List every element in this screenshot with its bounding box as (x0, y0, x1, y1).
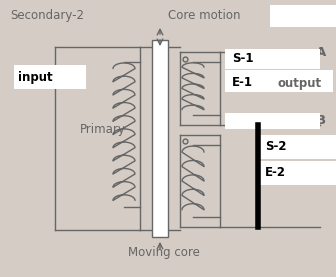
Text: Primary: Primary (80, 122, 126, 135)
Text: S-2: S-2 (265, 140, 287, 153)
Bar (14, 65, 86, 89)
Text: E-1: E-1 (232, 76, 253, 89)
Text: A: A (316, 45, 326, 58)
Text: S-1: S-1 (232, 53, 253, 65)
Bar (260, 135, 336, 159)
Bar (225, 113, 320, 129)
Text: Core motion: Core motion (168, 9, 241, 22)
Bar (260, 161, 336, 185)
Text: B: B (316, 114, 326, 127)
Bar (225, 70, 333, 92)
Text: Moving core: Moving core (128, 246, 200, 259)
Text: input: input (18, 71, 53, 83)
Bar (270, 5, 336, 27)
Bar (152, 40, 168, 237)
Text: output: output (278, 76, 322, 89)
Text: Secondary-2: Secondary-2 (10, 9, 84, 22)
Text: E-2: E-2 (265, 166, 286, 179)
Bar (225, 49, 320, 69)
